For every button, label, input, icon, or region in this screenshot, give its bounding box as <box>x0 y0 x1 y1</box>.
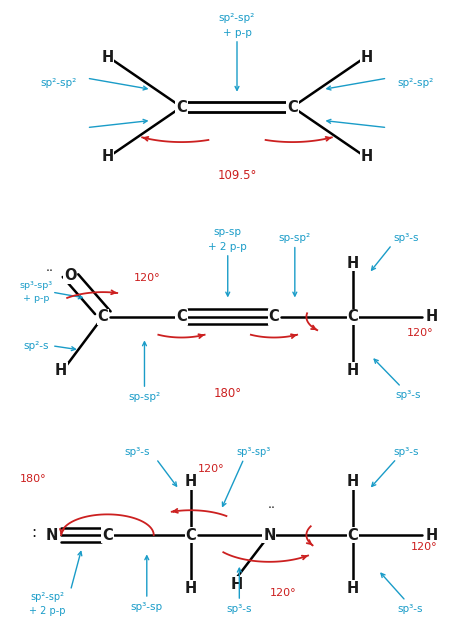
Text: sp³-sp: sp³-sp <box>131 602 163 612</box>
Text: sp³-s: sp³-s <box>398 604 423 614</box>
Text: C: C <box>269 309 279 324</box>
Text: 120°: 120° <box>134 273 160 282</box>
Text: sp²-sp²: sp²-sp² <box>397 78 433 89</box>
Text: sp³-sp³: sp³-sp³ <box>236 447 270 458</box>
Text: H: H <box>101 50 114 65</box>
Text: H: H <box>425 309 438 324</box>
Text: H: H <box>425 528 438 542</box>
Text: H: H <box>55 363 67 378</box>
Text: :: : <box>31 525 36 541</box>
Text: sp³-sp³: sp³-sp³ <box>19 281 52 290</box>
Text: H: H <box>346 256 359 271</box>
Text: 120°: 120° <box>198 464 225 474</box>
Text: sp³-s: sp³-s <box>393 234 419 243</box>
Text: H: H <box>101 149 114 164</box>
Text: + p-p: + p-p <box>23 294 49 303</box>
Text: ⋅⋅: ⋅⋅ <box>268 501 276 515</box>
Text: sp²-sp²: sp²-sp² <box>219 13 255 23</box>
Text: + 2 p-p: + 2 p-p <box>29 606 65 616</box>
Text: N: N <box>46 528 58 542</box>
Text: sp-sp²: sp-sp² <box>128 392 161 403</box>
Text: sp²-sp²: sp²-sp² <box>30 592 64 602</box>
Text: 120°: 120° <box>411 542 438 552</box>
Text: C: C <box>347 309 358 324</box>
Text: sp³-s: sp³-s <box>227 604 252 614</box>
Text: sp²-s: sp²-s <box>23 341 48 351</box>
FancyBboxPatch shape <box>1 429 473 640</box>
Text: sp-sp²: sp-sp² <box>279 234 311 243</box>
Text: N: N <box>263 528 275 542</box>
Text: H: H <box>184 474 197 489</box>
Text: H: H <box>346 474 359 489</box>
Text: + 2 p-p: + 2 p-p <box>209 242 247 252</box>
Text: H: H <box>231 577 243 592</box>
Text: C: C <box>176 100 187 114</box>
Text: 180°: 180° <box>214 386 242 400</box>
Text: O: O <box>64 268 77 283</box>
Text: sp³-s: sp³-s <box>393 447 419 458</box>
Text: 120°: 120° <box>406 328 433 338</box>
Text: C: C <box>287 100 298 114</box>
Text: H: H <box>360 50 373 65</box>
FancyBboxPatch shape <box>1 216 473 426</box>
Text: C: C <box>102 528 113 542</box>
Text: H: H <box>184 581 197 596</box>
Text: sp³-s: sp³-s <box>125 447 150 458</box>
Text: C: C <box>185 528 196 542</box>
Text: C: C <box>347 528 358 542</box>
Text: sp³-s: sp³-s <box>395 390 421 400</box>
FancyBboxPatch shape <box>1 2 473 213</box>
Text: sp-sp: sp-sp <box>214 227 242 238</box>
Text: H: H <box>346 581 359 596</box>
Text: 109.5°: 109.5° <box>217 169 257 182</box>
Text: sp²-sp²: sp²-sp² <box>41 78 77 89</box>
Text: C: C <box>176 309 187 324</box>
Text: 180°: 180° <box>20 474 47 484</box>
Text: H: H <box>360 149 373 164</box>
Text: 120°: 120° <box>270 588 297 598</box>
Text: H: H <box>346 363 359 378</box>
Text: C: C <box>98 309 108 324</box>
Text: + p-p: + p-p <box>223 28 251 38</box>
Text: ⋅⋅: ⋅⋅ <box>46 265 54 278</box>
